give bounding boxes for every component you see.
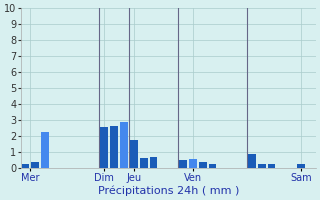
Bar (179, 160, 187, 168)
Bar (268, 164, 276, 168)
Bar (209, 164, 216, 168)
Bar (248, 154, 256, 168)
Bar (110, 126, 118, 168)
Bar (130, 140, 138, 168)
Bar (258, 164, 266, 168)
Bar (199, 162, 207, 168)
Bar (297, 164, 305, 168)
X-axis label: Précipitations 24h ( mm ): Précipitations 24h ( mm ) (98, 185, 239, 196)
Bar (41, 132, 49, 168)
Bar (21, 164, 29, 168)
Bar (100, 127, 108, 168)
Bar (120, 122, 128, 168)
Bar (31, 162, 39, 168)
Bar (189, 159, 197, 168)
Bar (149, 157, 157, 168)
Bar (140, 158, 148, 168)
